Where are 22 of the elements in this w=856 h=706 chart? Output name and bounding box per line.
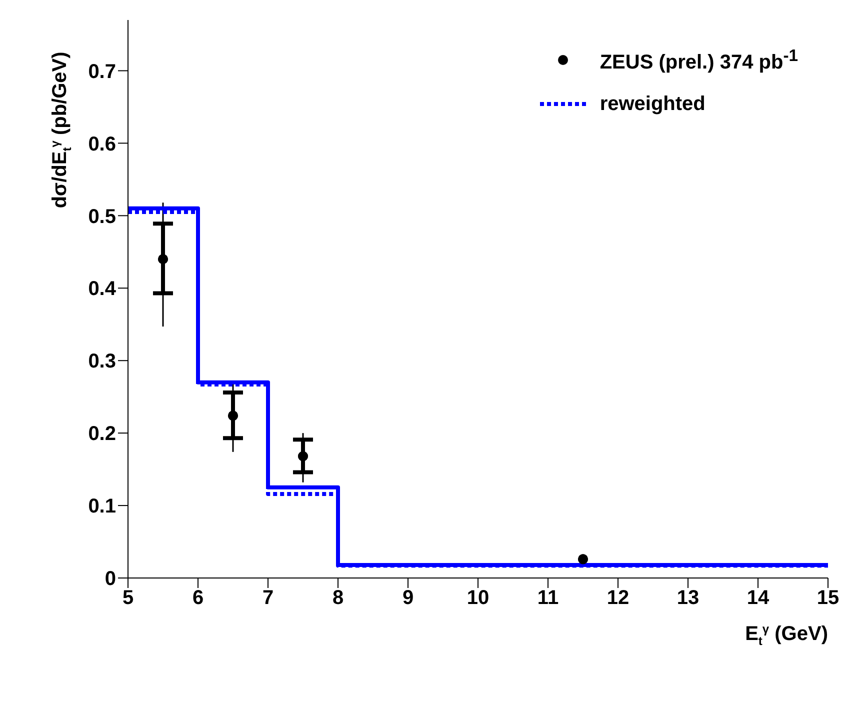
x-axis-title: E$_{t}$$^{γ}$ (GeV) xyxy=(745,622,828,648)
x-tick-label: 6 xyxy=(192,587,204,610)
x-tick-label: 9 xyxy=(402,587,414,610)
y-tick-label: 0.2 xyxy=(88,423,116,446)
y-tick-label: 0.1 xyxy=(88,496,116,518)
x-tick-label: 15 xyxy=(816,587,840,610)
y-tick-label: 0.7 xyxy=(88,60,116,83)
y-tick-label: 0.6 xyxy=(88,133,116,156)
legend-label: reweighted xyxy=(600,92,706,116)
y-tick-label: 0 xyxy=(104,568,116,590)
x-tick-label: 7 xyxy=(262,587,274,610)
x-tick-label: 13 xyxy=(676,587,700,610)
y-tick-label: 0.5 xyxy=(88,206,116,228)
x-tick-label: 12 xyxy=(606,587,630,610)
x-tick-label: 14 xyxy=(746,587,770,610)
x-tick-label: 5 xyxy=(122,587,134,610)
y-tick-label: 0.3 xyxy=(88,350,116,373)
y-tick-label: 0.4 xyxy=(88,278,117,300)
x-tick-label: 11 xyxy=(537,587,559,610)
x-tick-label: 10 xyxy=(466,587,490,610)
x-tick-label: 8 xyxy=(332,587,344,610)
legend-label: ZEUS (prel.) 374 pb$^{-1}$ xyxy=(600,46,798,74)
